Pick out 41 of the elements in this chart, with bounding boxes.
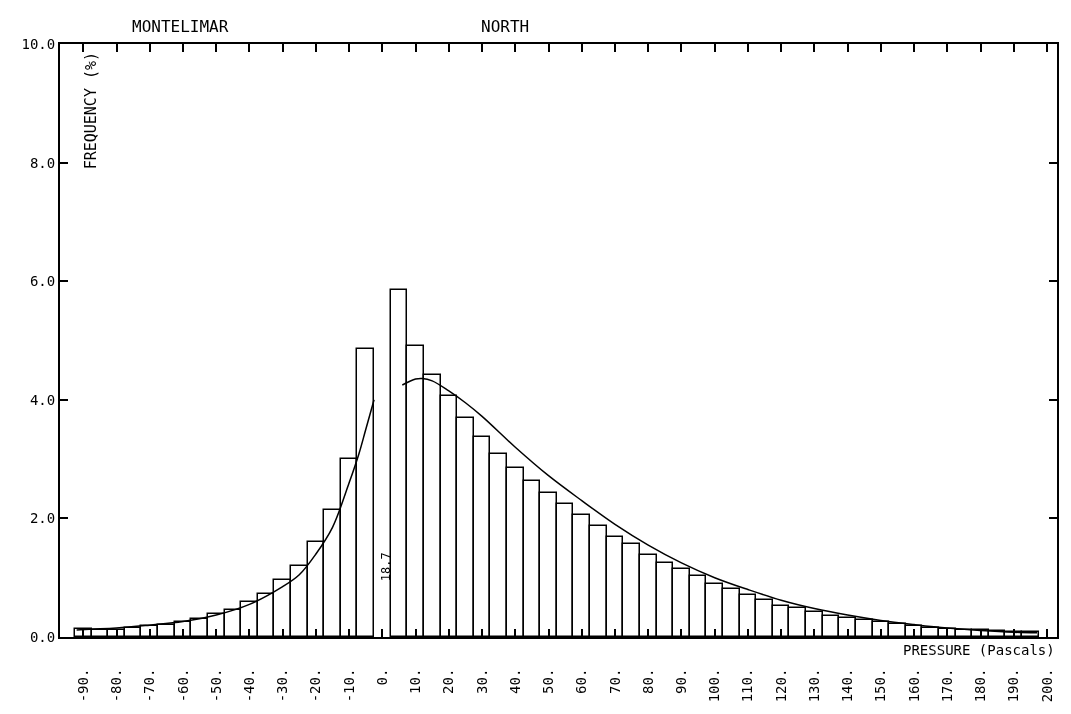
x-axis-title: PRESSURE (Pascals) [903, 642, 1055, 658]
x-tick-label: 150. [872, 668, 889, 703]
x-tick-label: -50. [207, 668, 224, 703]
x-tick-label: -80. [108, 668, 125, 703]
annotation: 18.7 [378, 552, 393, 582]
x-tick-label: 170. [938, 668, 955, 703]
x-tick-label: 110. [739, 668, 756, 703]
x-tick-label: -90. [74, 668, 91, 703]
x-tick-label: 30. [473, 668, 490, 694]
y-tick-label: 0.0 [29, 628, 56, 645]
x-tick-label: -60. [174, 668, 191, 703]
x-tick-label: -70. [141, 668, 158, 703]
x-tick-label: 120. [772, 668, 789, 703]
x-tick-label: 70. [606, 668, 623, 694]
y-axis-title: FREQUENCY (%) [81, 51, 100, 170]
x-tick-label: 140. [839, 668, 856, 703]
x-tick-label: 0. [373, 668, 390, 686]
x-tick-label: -10. [340, 668, 357, 703]
x-tick-label: -40. [240, 668, 257, 703]
x-tick-label: -30. [274, 668, 291, 703]
y-tick-label: 8.0 [29, 154, 56, 171]
x-tick-label: -20. [307, 668, 324, 703]
x-tick-label: 60. [573, 668, 590, 694]
x-tick-label: 130. [805, 668, 822, 703]
x-tick-label: 50. [540, 668, 557, 694]
x-tick-label: 40. [506, 668, 523, 694]
x-tick-label: 20. [440, 668, 457, 694]
chart-title: MONTELIMAR [132, 17, 229, 36]
x-tick-label: 180. [972, 668, 989, 703]
x-tick-label: 200. [1038, 668, 1055, 703]
y-tick-label: 6.0 [29, 273, 56, 290]
x-tick-label: 80. [639, 668, 656, 694]
x-tick-label: 10. [407, 668, 424, 694]
x-tick-label: 160. [905, 668, 922, 703]
y-tick-label: 4.0 [29, 391, 56, 408]
x-tick-label: 190. [1005, 668, 1022, 703]
chart-subtitle: NORTH [481, 17, 530, 36]
x-tick-label: 90. [673, 668, 690, 694]
y-tick-label: 2.0 [29, 510, 56, 527]
x-tick-label: 100. [706, 668, 723, 703]
y-tick-label: 10.0 [21, 35, 56, 52]
